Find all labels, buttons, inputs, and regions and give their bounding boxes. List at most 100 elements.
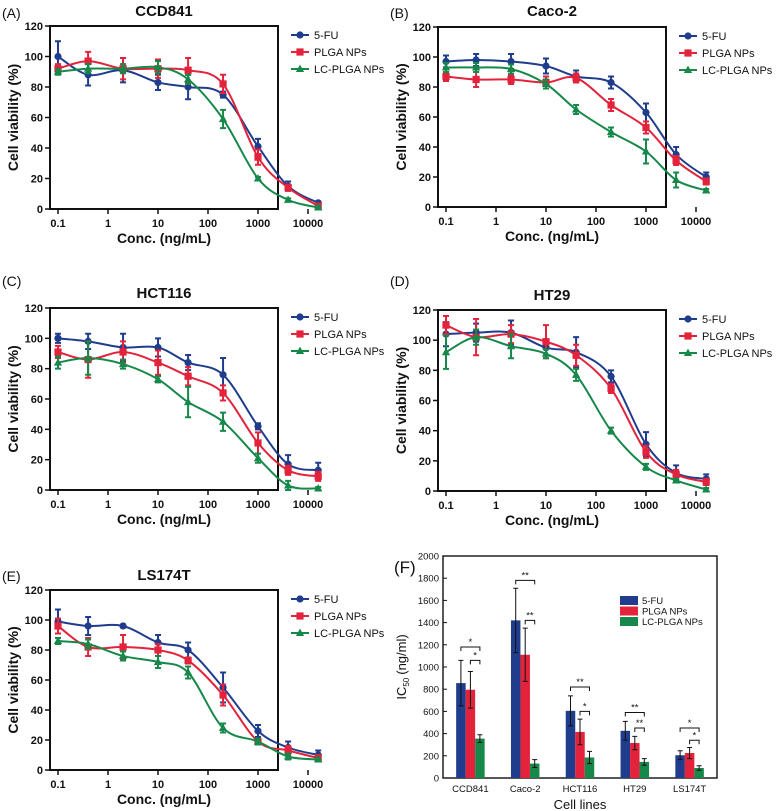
data-point [542, 62, 550, 70]
x-tick-label: HCT116 [563, 784, 598, 795]
data-point [642, 448, 650, 456]
y-tick-label: 200 [423, 751, 439, 762]
y-tick-label: 0 [434, 774, 439, 785]
data-point [642, 123, 650, 132]
x-tick-label: 0.1 [50, 779, 65, 791]
data-point [607, 101, 615, 109]
data-point [184, 83, 192, 91]
data-point [283, 481, 293, 489]
legend-label: LC-PLGA NPs [314, 628, 385, 640]
legend-label: 5-FU [314, 594, 339, 606]
legend-item: PLGA NPs [291, 611, 367, 623]
y-tick-label: 20 [419, 456, 431, 468]
bar-caco-2-5-fu [510, 620, 521, 778]
data-point [219, 389, 227, 397]
bar-hct116-5-fu [565, 710, 576, 778]
y-tick-label: 80 [31, 82, 43, 94]
data-point [607, 384, 615, 393]
data-point [314, 755, 323, 763]
y-tick-label: 60 [31, 394, 43, 406]
y-tick-label: 800 [423, 685, 439, 696]
chart-title: Caco-2 [527, 3, 577, 20]
x-tick-label: 1 [105, 499, 111, 511]
significance-label: ** [636, 718, 644, 729]
data-point [314, 472, 322, 480]
panel-label: (D) [390, 273, 409, 289]
error-bar [513, 587, 519, 654]
x-tick-label: LS174T [673, 784, 706, 795]
data-point [118, 359, 128, 368]
data-point [284, 466, 292, 474]
series-5-fu [54, 608, 322, 761]
chart-panel-ic50: (F) 0 200 400 600 800 1000 1200 1400 1600 1800 2000… [394, 552, 718, 811]
data-point [119, 622, 127, 630]
data-point [506, 341, 516, 350]
significance-label: ** [526, 610, 534, 621]
y-tick-label: 120 [25, 303, 43, 315]
legend-item: LC-PLGA NPs [679, 65, 773, 77]
panel-label: (F) [394, 558, 416, 577]
data-point [154, 78, 162, 87]
legend-label: LC-PLGA NPs [642, 617, 703, 628]
panel-label: (C) [2, 273, 21, 289]
legend-marker [296, 31, 304, 39]
legend-item: PLGA NPs [291, 47, 367, 59]
significance-bracket [689, 739, 700, 745]
error-bar [467, 670, 473, 709]
data-point [671, 476, 681, 484]
x-tick-label: 1 [493, 500, 499, 512]
data-point [154, 646, 162, 654]
y-tick-label: 20 [31, 735, 43, 747]
plot-frame [49, 589, 279, 771]
chart-panel-hct116: (C) HCT116 0 20 40 60 80 100 120 0.1 1 10 100 1000 100… [2, 273, 385, 527]
panel-label: (B) [390, 5, 409, 21]
data-point [472, 75, 480, 84]
legend-item: LC-PLGA NPs [291, 628, 385, 640]
bar-ls174t-5-fu [675, 755, 685, 778]
data-point [219, 691, 227, 699]
bar-hct116-plga-nps [575, 731, 585, 778]
x-tick-label: 10000 [681, 216, 712, 228]
chart-title: HT29 [534, 287, 571, 304]
x-axis-label: Conc. (ng/mL) [505, 512, 599, 528]
data-point [441, 63, 451, 71]
y-tick-label: 40 [31, 705, 43, 717]
x-tick-label: CCD841 [452, 784, 488, 795]
y-tick-label: 100 [413, 335, 431, 347]
legend-item: LC-PLGA NPs [679, 348, 773, 360]
x-tick-label: 10 [540, 216, 552, 228]
data-point [184, 66, 192, 74]
data-point [253, 453, 263, 462]
significance-bracket [469, 659, 481, 665]
y-tick-label: 120 [413, 22, 431, 34]
panel-label: (A) [2, 5, 21, 21]
series-plga-nps [442, 71, 710, 186]
data-point [442, 72, 450, 81]
data-point [54, 334, 62, 342]
data-point [254, 422, 262, 430]
y-tick-label: 600 [423, 707, 439, 718]
data-point [471, 63, 481, 71]
significance-bracket [634, 727, 645, 733]
chart-title: CCD841 [135, 3, 193, 20]
chart-title: LS174T [137, 567, 190, 584]
bar-caco-2-plga-nps [520, 654, 530, 778]
legend-label: PLGA NPs [642, 607, 688, 618]
data-point [506, 64, 516, 73]
legend-label: PLGA NPs [702, 331, 755, 343]
data-point [283, 752, 293, 760]
data-point [672, 470, 680, 479]
data-point [53, 636, 63, 645]
legend-marker [683, 348, 693, 357]
data-point [702, 177, 710, 186]
x-tick-label: 0.1 [50, 499, 65, 511]
legend-item: 5-FU [291, 594, 339, 606]
y-tick-label: 120 [25, 21, 43, 33]
y-axis-label: Cell viability (%) [5, 345, 21, 452]
legend-marker [684, 49, 692, 57]
x-axis-label: Conc. (ng/mL) [117, 230, 211, 246]
legend-marker [295, 64, 305, 73]
data-point [53, 67, 63, 75]
y-tick-label: 100 [25, 333, 43, 345]
data-point [606, 127, 616, 136]
